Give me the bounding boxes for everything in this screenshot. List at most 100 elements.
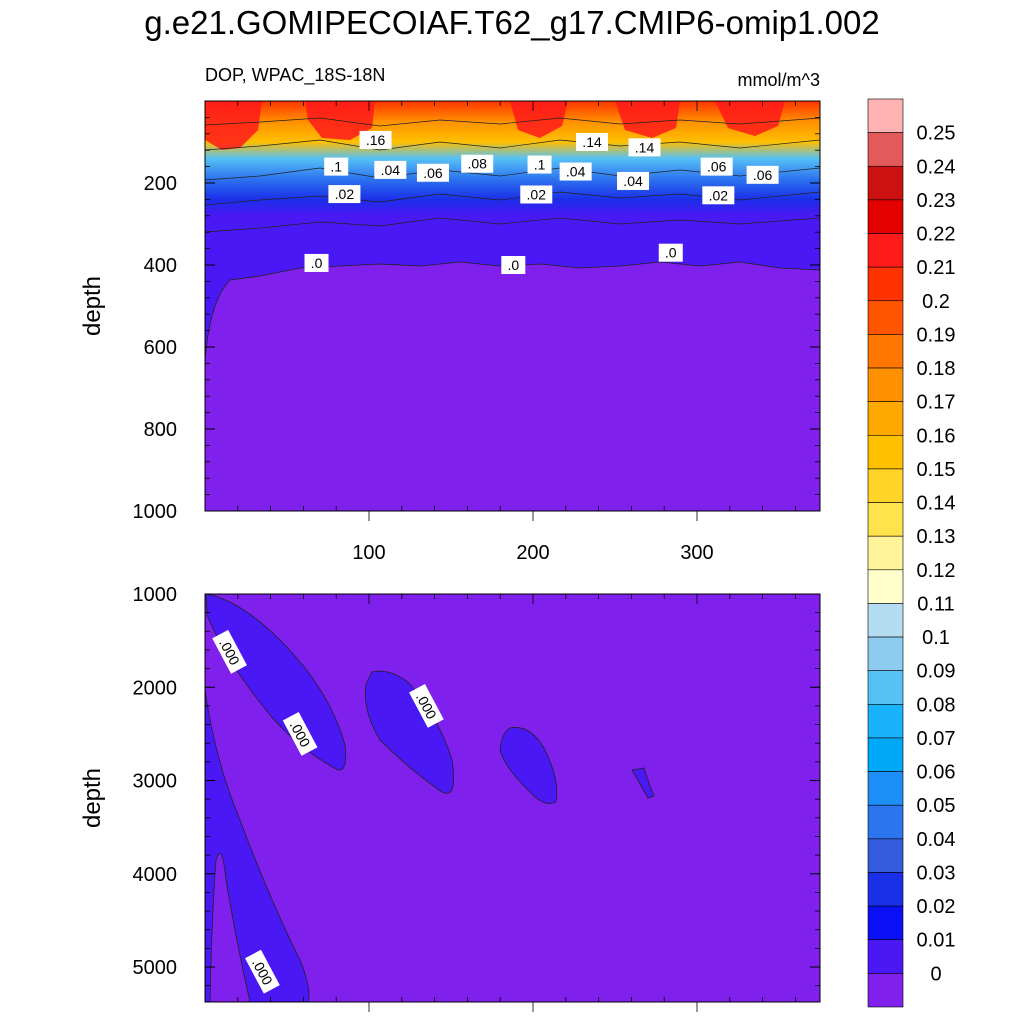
contour-label: .02	[702, 186, 735, 205]
colorbar-label: 0.14	[917, 493, 956, 515]
contour-label: .16	[359, 130, 392, 149]
colorbar-label: 0.12	[917, 560, 956, 582]
colorbar-swatch	[867, 771, 904, 806]
colorbar-swatch	[867, 334, 904, 369]
contour-label-box	[416, 163, 449, 182]
contour-label-text: .04	[566, 164, 586, 180]
colorbar-label: 0.04	[917, 829, 956, 851]
colorbar-label: 0.11	[917, 593, 954, 615]
colorbar-label: 0.09	[917, 661, 956, 683]
contour-label-text: .0	[507, 257, 519, 273]
colorbar-swatch	[867, 165, 904, 201]
colorbar-swatch	[867, 905, 904, 941]
contour-label: .02	[520, 185, 553, 204]
y-tick-label: 5000	[133, 957, 178, 979]
colorbar-swatch	[867, 468, 904, 503]
surface-hotspot	[205, 101, 262, 150]
contour-label-box	[324, 157, 349, 176]
colorbar-label: 0.08	[917, 694, 956, 716]
colorbar-label: 0.21	[917, 257, 956, 279]
contour-label-text: .06	[423, 165, 443, 181]
colorbar-swatch	[867, 569, 904, 604]
colorbar-swatch	[867, 434, 904, 470]
colorbar-swatch	[867, 401, 904, 436]
surface-hotspot	[615, 101, 680, 138]
colorbar-swatch	[867, 300, 904, 335]
lower-ylabel: depth	[79, 768, 106, 828]
colorbar-swatch	[867, 939, 904, 974]
colorbar-swatch	[867, 670, 904, 705]
contour-label-text: .02	[335, 186, 355, 202]
contour-label-box	[212, 629, 247, 674]
contour-label-text: .1	[534, 157, 546, 173]
contour-label: .04	[374, 160, 407, 179]
colorbar-swatch	[867, 973, 904, 1008]
colorbar-swatch	[867, 804, 904, 840]
colorbar-label: 0.18	[917, 358, 956, 380]
lower-field	[205, 594, 820, 1002]
contour-label: .14	[576, 133, 609, 151]
contour-label-text: .04	[381, 162, 401, 178]
colorbar-swatch	[867, 535, 904, 571]
colorbar-label: 0.07	[917, 728, 956, 750]
upper-subtitle-left: DOP, WPAC_18S-18N	[205, 65, 385, 86]
contour-label: .04	[559, 162, 592, 181]
colorbar-swatch	[867, 872, 904, 907]
upper-ylabel: depth	[79, 276, 106, 336]
colorbar-label: 0.05	[917, 795, 956, 817]
contour-label-box	[304, 253, 329, 272]
contour-label: .0	[501, 256, 526, 274]
colorbar-label: 0.02	[917, 896, 956, 918]
zero-blob	[631, 767, 655, 799]
contour-label-box	[282, 712, 318, 756]
contour-label-box	[409, 684, 444, 728]
contour-label-text: .1	[330, 159, 342, 175]
upper-panel: 200 400 600 800 1000 100 200 300 .16 .14 .14 .1 .1.…	[79, 65, 821, 564]
colorbar-label: 0.22	[917, 224, 956, 246]
contour-label-text: .02	[527, 186, 547, 202]
contour-label-text: .0	[665, 245, 677, 261]
contour-label: .04	[617, 171, 650, 190]
colorbar-label: 0.19	[917, 324, 956, 346]
y-tick-label: 400	[144, 255, 177, 277]
colorbar-label: 0.06	[917, 762, 956, 784]
contour-label-text: .16	[366, 132, 386, 148]
contour-label-text: .04	[623, 173, 643, 189]
y-tick-label: 4000	[133, 864, 178, 886]
contour-label-box	[658, 243, 683, 262]
y-tick-label: 3000	[133, 771, 178, 793]
contour-label: .06	[746, 165, 779, 184]
colorbar-swatch	[867, 603, 904, 638]
zero-blob	[205, 594, 347, 771]
colorbar-swatch	[867, 266, 904, 302]
colorbar-swatch	[867, 838, 904, 873]
colorbar-label: 0.23	[917, 190, 956, 212]
colorbar-label: 0.17	[917, 392, 956, 414]
contour-label: .1	[324, 157, 349, 176]
colorbar-label: 0.1	[922, 627, 950, 649]
contour-label-box	[746, 165, 779, 184]
y-tick-label: 800	[144, 419, 177, 441]
contour-line	[205, 117, 820, 127]
x-tick-label: 300	[680, 542, 713, 564]
y-tick-label: 1000	[133, 584, 178, 606]
contour-label-text: .08	[468, 156, 488, 172]
colorbar-swatch	[867, 737, 904, 772]
colorbar-label: 0.01	[917, 930, 956, 952]
y-tick-label: 200	[144, 173, 177, 195]
colorbar-label: 0.25	[917, 123, 956, 145]
contour-label-text: .14	[582, 134, 602, 150]
zero-blob	[364, 670, 455, 794]
contour-label-text: .02	[709, 187, 729, 203]
y-tick-label: 2000	[133, 677, 178, 699]
contour-label-box	[700, 157, 733, 176]
surface-hotspot	[715, 101, 785, 136]
contour-line	[205, 139, 820, 151]
colorbar-swatch	[867, 199, 904, 234]
contour-label-text: .06	[707, 159, 727, 175]
contour-line	[205, 191, 820, 206]
zero-blob	[205, 689, 310, 1002]
contour-label-box	[702, 186, 735, 205]
